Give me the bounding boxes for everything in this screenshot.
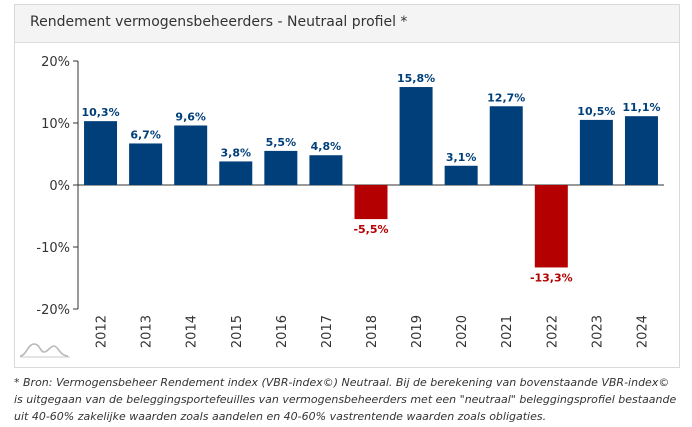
x-tick-label-2021: 2021	[500, 315, 515, 348]
data-label-2019: 15,8%	[397, 72, 435, 85]
bar-2014	[174, 125, 208, 185]
logo-icon	[19, 343, 70, 358]
y-tick-label: -20%	[36, 303, 70, 318]
x-tick-label-2012: 2012	[95, 315, 110, 348]
bar-2022	[534, 185, 568, 268]
data-label-2024: 11,1%	[622, 101, 660, 114]
bar-2016	[264, 150, 298, 185]
x-tick-label-2019: 2019	[410, 315, 425, 348]
data-label-2015: 3,8%	[221, 146, 252, 159]
chart-title: Rendement vermogensbeheerders - Neutraal…	[30, 14, 408, 30]
bar-2012	[84, 121, 118, 185]
x-tick-label-2023: 2023	[590, 315, 605, 348]
data-label-2022: -13,3%	[530, 271, 573, 284]
y-tick-label: 20%	[41, 55, 70, 70]
bar-2021	[489, 106, 523, 185]
data-label-2021: 12,7%	[487, 91, 525, 104]
bar-2015	[219, 161, 253, 185]
data-label-2018: -5,5%	[353, 223, 388, 236]
bar-2017	[309, 155, 343, 185]
data-label-2017: 4,8%	[311, 140, 342, 153]
x-tick-label-2024: 2024	[635, 315, 650, 348]
x-tick-label-2015: 2015	[230, 315, 245, 348]
bar-2013	[129, 143, 163, 185]
data-label-2016: 5,5%	[266, 136, 297, 149]
x-tick-label-2016: 2016	[275, 315, 290, 348]
bar-2020	[444, 165, 478, 185]
chart-card: Rendement vermogensbeheerders - Neutraal…	[14, 4, 680, 368]
x-tick-label-2013: 2013	[140, 315, 155, 348]
x-tick-label-2020: 2020	[455, 315, 470, 348]
y-tick-label: 0%	[49, 179, 70, 194]
footnote: * Bron: Vermogensbeheer Rendement index …	[14, 376, 677, 423]
bar-chart: 20% 10% 0% -10% -20% 10,3% 2012 6,7% 2013 9,6% 201…	[36, 55, 664, 348]
chart-header: Rendement vermogensbeheerders - Neutraal…	[15, 5, 679, 43]
data-label-2014: 9,6%	[175, 110, 206, 123]
y-tick-label: -10%	[36, 241, 70, 256]
x-tick-label-2018: 2018	[365, 315, 380, 348]
data-label-2012: 10,3%	[81, 106, 119, 119]
bar-2019	[399, 87, 433, 185]
bar-2018	[354, 185, 388, 220]
x-tick-label-2017: 2017	[320, 315, 335, 348]
bar-2024	[624, 116, 658, 185]
data-label-2013: 6,7%	[130, 128, 161, 141]
x-tick-label-2014: 2014	[185, 315, 200, 348]
x-tick-label-2022: 2022	[545, 315, 560, 348]
data-label-2020: 3,1%	[446, 151, 477, 164]
y-tick-label: 10%	[41, 117, 70, 132]
data-label-2023: 10,5%	[577, 105, 615, 118]
bar-2023	[579, 119, 613, 185]
